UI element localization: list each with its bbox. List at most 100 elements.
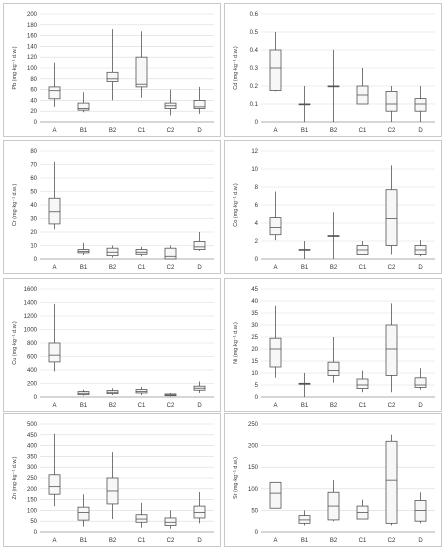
y-tick-label: 5 bbox=[255, 383, 259, 389]
y-tick-label: 30 bbox=[30, 217, 37, 223]
y-tick-label: 100 bbox=[248, 487, 259, 493]
y-tick-label: 70 bbox=[30, 163, 37, 169]
x-tick-label: C1 bbox=[138, 128, 146, 134]
x-tick-label: A bbox=[52, 265, 56, 271]
y-tick-label: 1000 bbox=[24, 328, 38, 334]
x-tick-label: C1 bbox=[359, 403, 367, 409]
y-tick-label: 800 bbox=[27, 341, 38, 347]
x-tick-label: B2 bbox=[109, 538, 117, 544]
y-axis-label: Ni (mg·kg⁻¹ d.w.) bbox=[233, 322, 239, 364]
box bbox=[269, 337, 282, 368]
y-axis-label: Sr (mg·kg⁻¹ d.w.) bbox=[233, 457, 239, 499]
box bbox=[385, 91, 398, 112]
x-tick-label: B1 bbox=[301, 265, 309, 271]
y-tick-label: 30 bbox=[251, 323, 258, 329]
box bbox=[48, 197, 61, 225]
y-tick-label: 0 bbox=[255, 120, 259, 126]
chart-svg: 0 200 400 600 800 1000 1200 1400 1600 Cu (mg·kg⁻¹… bbox=[12, 287, 214, 409]
y-tick-label: 12 bbox=[251, 149, 258, 155]
y-tick-label: 40 bbox=[251, 299, 258, 305]
x-tick-label: C2 bbox=[167, 128, 175, 134]
x-tick-label: A bbox=[273, 128, 277, 134]
y-tick-label: 160 bbox=[27, 34, 38, 40]
box bbox=[193, 100, 206, 109]
x-tick-label: C1 bbox=[359, 538, 367, 544]
x-tick-label: B1 bbox=[80, 403, 88, 409]
y-tick-label: 250 bbox=[248, 422, 259, 428]
y-tick-label: 150 bbox=[248, 465, 259, 471]
x-tick-label: A bbox=[52, 538, 56, 544]
chart-svg: 0 50 100 150 200 250 300 350 400 450 500 Zn (mg·kg⁻… bbox=[12, 422, 214, 544]
y-tick-label: 0.1 bbox=[250, 102, 259, 108]
x-tick-label: B2 bbox=[330, 265, 338, 271]
y-tick-label: 450 bbox=[27, 433, 38, 439]
y-tick-label: 0 bbox=[34, 530, 38, 536]
y-tick-label: 80 bbox=[30, 77, 37, 83]
y-axis-label: Co (mg·kg⁻¹ d.w.) bbox=[233, 183, 239, 227]
x-tick-label: C2 bbox=[388, 403, 396, 409]
box bbox=[164, 517, 177, 526]
y-tick-label: 0.3 bbox=[250, 66, 259, 72]
x-tick-label: B2 bbox=[109, 128, 117, 134]
x-tick-label: C2 bbox=[167, 265, 175, 271]
y-tick-label: 100 bbox=[27, 66, 38, 72]
box bbox=[48, 474, 61, 495]
box bbox=[106, 71, 119, 82]
chart-panel: 0 50 100 150 200 250 Sr (mg·kg⁻¹ d.w.) A B1 B2 C1 C… bbox=[224, 413, 442, 547]
x-tick-label: A bbox=[273, 265, 277, 271]
x-tick-label: D bbox=[197, 538, 202, 544]
x-tick-label: D bbox=[418, 538, 423, 544]
box bbox=[414, 377, 427, 388]
y-tick-label: 400 bbox=[27, 368, 38, 374]
y-tick-label: 50 bbox=[30, 190, 37, 196]
chart-svg: 0 0.1 0.2 0.3 0.4 0.5 0.6 Cd (mg·kg⁻¹ d.w.) A B1 B… bbox=[233, 12, 435, 134]
x-tick-label: D bbox=[197, 128, 202, 134]
y-tick-label: 0.2 bbox=[250, 84, 259, 90]
y-tick-label: 1400 bbox=[24, 301, 38, 307]
box bbox=[77, 102, 90, 111]
chart-panel: 0 10 20 30 40 50 60 70 80 Cr (mg·kg⁻¹ d.w.) A B1 B2 C… bbox=[3, 140, 221, 274]
y-tick-label: 140 bbox=[27, 44, 38, 50]
x-tick-label: A bbox=[273, 538, 277, 544]
y-tick-label: 60 bbox=[30, 176, 37, 182]
chart-panel: 0 20 40 60 80 100 120 140 160 180 200 Pb (mg·kg⁻¹ d… bbox=[3, 3, 221, 137]
y-tick-label: 8 bbox=[255, 185, 259, 191]
y-tick-label: 350 bbox=[27, 454, 38, 460]
x-tick-label: B2 bbox=[330, 128, 338, 134]
chart-svg: 0 5 10 15 20 25 30 35 40 45 Ni (mg·kg⁻¹ d.w.) A B1 B2… bbox=[233, 287, 435, 409]
y-tick-label: 15 bbox=[251, 359, 258, 365]
y-tick-label: 180 bbox=[27, 23, 38, 29]
y-tick-label: 300 bbox=[27, 465, 38, 471]
x-tick-label: B2 bbox=[109, 265, 117, 271]
chart-panel: 0 5 10 15 20 25 30 35 40 45 Ni (mg·kg⁻¹ d.w.) A B1 B2… bbox=[224, 278, 442, 412]
x-tick-label: C1 bbox=[359, 265, 367, 271]
box bbox=[269, 481, 282, 509]
x-tick-label: C2 bbox=[167, 538, 175, 544]
y-tick-label: 45 bbox=[251, 287, 258, 293]
x-tick-label: C1 bbox=[138, 265, 146, 271]
y-tick-label: 120 bbox=[27, 55, 38, 61]
y-axis-label: Cd (mg·kg⁻¹ d.w.) bbox=[233, 46, 239, 90]
chart-panel: 0 200 400 600 800 1000 1200 1400 1600 Cu (mg·kg⁻¹… bbox=[3, 278, 221, 412]
x-tick-label: D bbox=[418, 265, 423, 271]
y-tick-label: 100 bbox=[27, 508, 38, 514]
x-tick-label: D bbox=[197, 403, 202, 409]
x-tick-label: B1 bbox=[301, 403, 309, 409]
box bbox=[385, 324, 398, 376]
y-tick-label: 60 bbox=[30, 88, 37, 94]
y-tick-label: 2 bbox=[255, 239, 259, 245]
y-axis-label: Cr (mg·kg⁻¹ d.w.) bbox=[12, 184, 18, 226]
y-tick-label: 0 bbox=[34, 120, 38, 126]
y-tick-label: 35 bbox=[251, 311, 258, 317]
y-tick-label: 600 bbox=[27, 355, 38, 361]
y-tick-label: 20 bbox=[251, 347, 258, 353]
y-tick-label: 10 bbox=[30, 244, 37, 250]
box bbox=[269, 49, 282, 91]
x-tick-label: C1 bbox=[138, 538, 146, 544]
y-tick-label: 10 bbox=[251, 167, 258, 173]
y-tick-label: 1600 bbox=[24, 287, 38, 293]
y-tick-label: 0.4 bbox=[250, 48, 259, 54]
chart-svg: 0 10 20 30 40 50 60 70 80 Cr (mg·kg⁻¹ d.w.) A B1 B2 C… bbox=[12, 149, 214, 271]
y-tick-label: 250 bbox=[27, 476, 38, 482]
x-tick-label: B1 bbox=[80, 128, 88, 134]
